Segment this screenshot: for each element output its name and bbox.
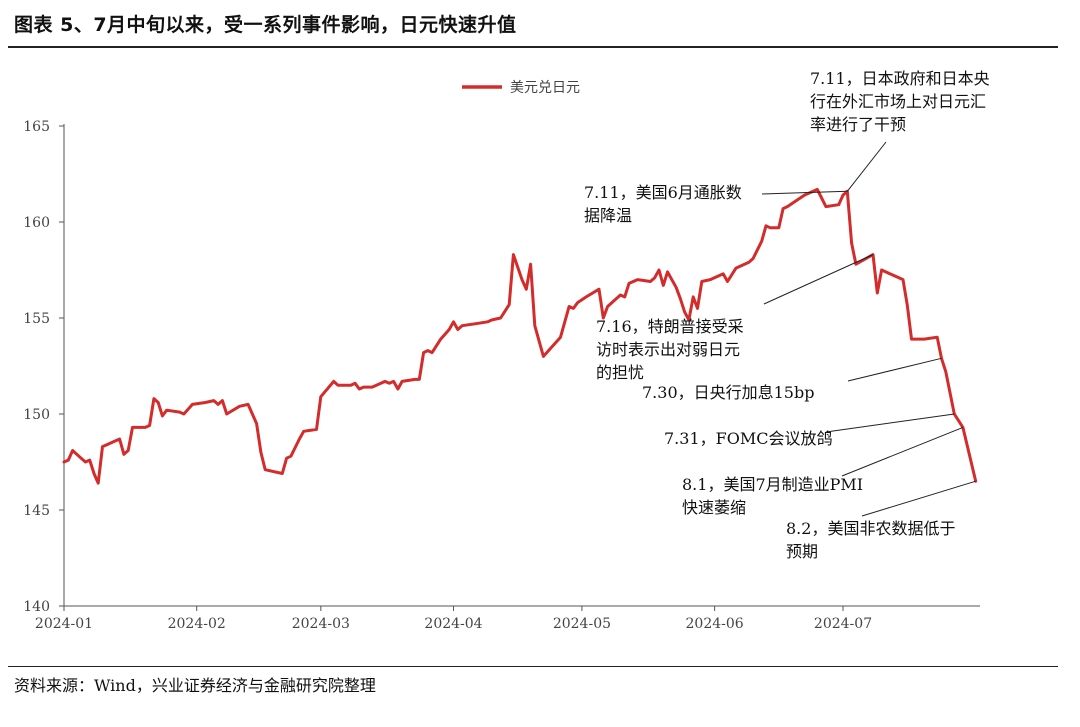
annotation-leader-line [761, 190, 848, 195]
y-tick-label: 160 [23, 215, 50, 231]
top-rule [8, 46, 1058, 48]
annotation-leader-line [825, 413, 955, 433]
annotation: 7.30，日央行加息15bp [642, 357, 942, 402]
y-tick-label: 140 [23, 599, 50, 615]
x-tick-label: 2024-02 [168, 616, 226, 632]
y-tick-label: 150 [23, 407, 50, 423]
annotation-text: 7.11，美国6月通胀数 [584, 183, 742, 202]
series-line-usdjpy [62, 187, 978, 485]
x-tick-label: 2024-01 [35, 616, 93, 632]
annotation: 8.1，美国7月制造业PMI 快速萎缩 [682, 426, 964, 517]
y-tick-label: 145 [23, 503, 50, 519]
annotation-text: 7.30，日央行加息15bp [642, 383, 814, 402]
annotation-text: 的担忧 [596, 363, 644, 382]
annotation-text: 据降温 [584, 206, 632, 225]
chart-legend: 美元兑日元 [462, 80, 580, 96]
annotation: 7.31，FOMC会议放鸽 [664, 413, 955, 448]
chart-axes: 140 145 150 155 160 165 2024-01 2024-02 2024-03 2… [23, 119, 980, 632]
y-tick-label: 155 [23, 311, 50, 327]
x-tick-label: 2024-04 [424, 616, 482, 632]
figure-title: 图表 5、7月中旬以来，受一系列事件影响，日元快速升值 [14, 14, 517, 36]
chart-series [62, 187, 978, 485]
annotation-leader-line [847, 357, 942, 382]
x-tick-label: 2024-05 [553, 616, 611, 632]
annotation-text: 快速萎缩 [682, 498, 746, 517]
y-tick-label: 165 [23, 119, 50, 135]
x-tick-label: 2024-06 [686, 616, 744, 632]
annotation-leader-line [763, 254, 874, 305]
annotation-text: 8.2，美国非农数据低于 [786, 519, 955, 538]
x-tick-label: 2024-03 [292, 616, 350, 632]
chart-annotations: 7.11，日本政府和日本央行在外汇市场上对日元汇率进行了干预7.11，美国6月通… [584, 69, 990, 561]
annotation-text: 7.16，特朗普接受采 [596, 317, 744, 336]
annotation-leader-line [861, 480, 976, 517]
annotation-text: 预期 [786, 542, 818, 561]
annotation-text: 率进行了干预 [810, 115, 906, 134]
bottom-rule [8, 666, 1058, 667]
annotation-text: 访时表示出对弱日元 [596, 340, 740, 359]
source-note: 资料来源：Wind，兴业证券经济与金融研究院整理 [14, 676, 376, 695]
annotation-text: 7.11，日本政府和日本央 [810, 69, 990, 88]
annotation-leader-line [841, 426, 964, 477]
legend-label: 美元兑日元 [510, 80, 580, 96]
annotation-text: 8.1，美国7月制造业PMI [682, 475, 863, 494]
annotation-text: 7.31，FOMC会议放鸽 [664, 429, 832, 448]
annotation-leader-line [846, 141, 887, 192]
annotation-text: 行在外汇市场上对日元汇 [810, 92, 986, 111]
x-tick-label: 2024-07 [814, 616, 872, 632]
